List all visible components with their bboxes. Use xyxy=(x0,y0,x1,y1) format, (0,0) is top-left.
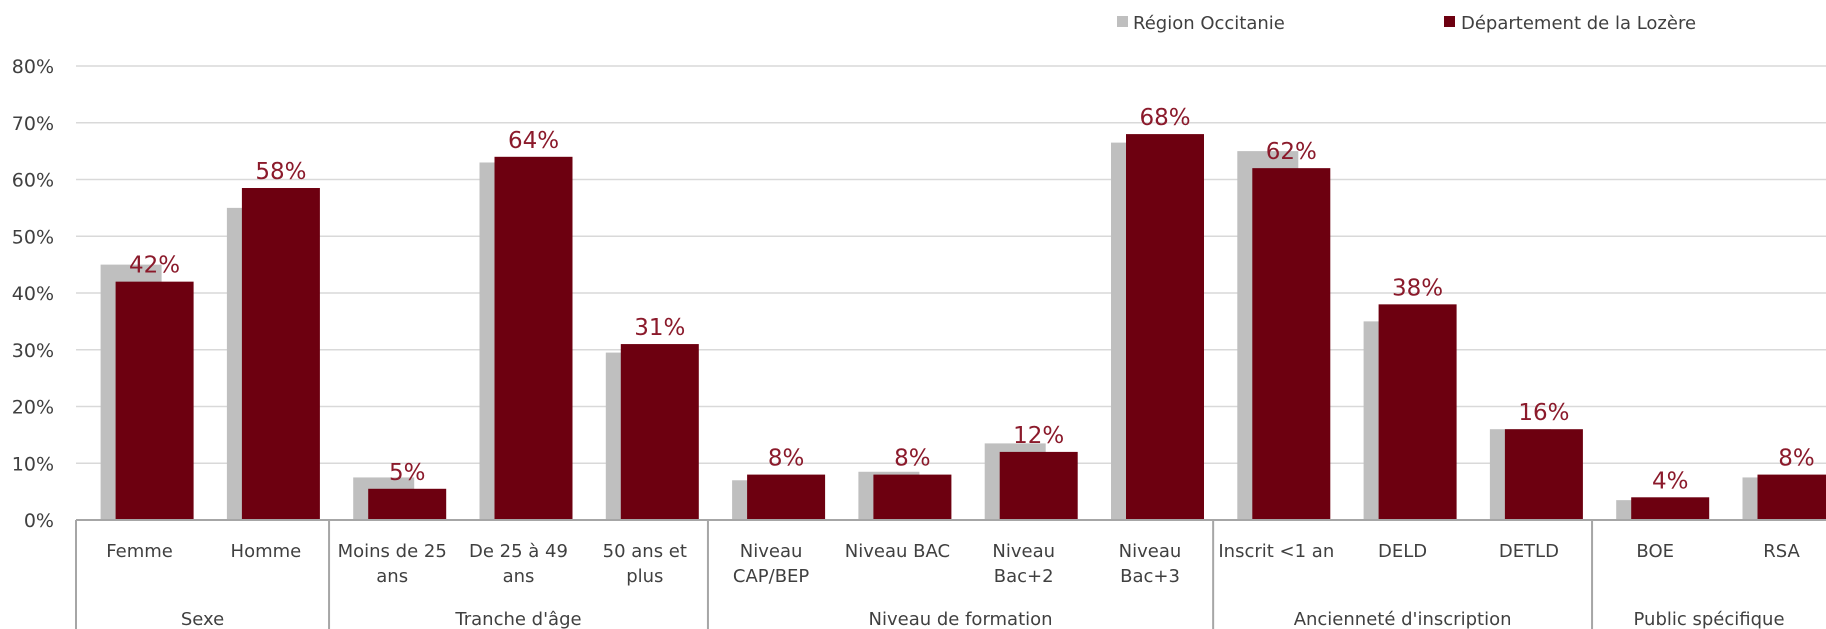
category-label: Niveau CAP/BEP xyxy=(733,541,810,587)
legend: Région Occitanie Département de la Lozèr… xyxy=(1117,13,1696,34)
bar-departement xyxy=(368,488,447,520)
category-label: Niveau Bac+2 xyxy=(992,541,1055,587)
bar-departement xyxy=(1757,474,1826,520)
y-tick-label: 10% xyxy=(12,453,54,475)
group-label: Tranche d'âge xyxy=(454,609,581,629)
category-label: Homme xyxy=(231,541,302,562)
data-label: 8% xyxy=(1778,446,1815,472)
bar-departement xyxy=(1126,134,1204,520)
bar-departement xyxy=(1378,304,1457,520)
data-label: 58% xyxy=(255,159,306,185)
x-axis: Femme Homme Moins de 25 ans De 25 à 49 ans 50 … xyxy=(75,519,1826,629)
gridlines: 0% 10% 20% 30% 40% 50% 60% 70% 80% xyxy=(12,56,1826,532)
bar-departement xyxy=(1504,429,1583,520)
y-tick-label: 20% xyxy=(12,397,54,419)
data-labels: 42% 58% 5% 64% 31% 8% 8% 12% 68% 62% 38% 16% 4% 8% xyxy=(129,105,1815,494)
legend-swatch-departement xyxy=(1444,16,1455,27)
data-label: 68% xyxy=(1139,105,1190,131)
category-label: De 25 à 49 ans xyxy=(469,541,568,587)
bar-departement xyxy=(747,474,826,520)
bar-departement xyxy=(999,451,1078,520)
bar-departement xyxy=(873,474,952,520)
category-label: 50 ans et plus xyxy=(603,541,687,587)
bar-departement xyxy=(1252,168,1331,520)
y-tick-label: 40% xyxy=(12,283,54,305)
y-tick-label: 30% xyxy=(12,340,54,362)
data-label: 31% xyxy=(634,315,685,341)
legend-label-departement: Département de la Lozère xyxy=(1461,13,1696,34)
data-label: 8% xyxy=(768,446,805,472)
bars xyxy=(100,134,1826,521)
data-label: 4% xyxy=(1652,468,1689,494)
category-label: Moins de 25 ans xyxy=(338,541,447,587)
bar-departement xyxy=(620,344,699,520)
category-label: Inscrit <1 an xyxy=(1218,541,1334,562)
category-label: BOE xyxy=(1636,541,1674,562)
category-label: Niveau Bac+3 xyxy=(1119,541,1182,587)
data-label: 5% xyxy=(389,460,426,486)
legend-label-region: Région Occitanie xyxy=(1133,13,1285,34)
y-tick-label: 0% xyxy=(24,510,54,532)
bar-departement xyxy=(1631,497,1710,520)
category-label: DELD xyxy=(1378,541,1427,562)
y-tick-label: 80% xyxy=(12,56,54,78)
y-tick-label: 70% xyxy=(12,113,54,135)
bar-departement xyxy=(494,156,573,521)
bar-departement xyxy=(115,281,194,520)
data-label: 16% xyxy=(1518,400,1569,426)
group-label: Ancienneté d'inscription xyxy=(1294,609,1512,629)
data-label: 42% xyxy=(129,253,180,279)
group-label: Public spécifique xyxy=(1634,609,1785,629)
category-label: RSA xyxy=(1763,541,1800,562)
legend-swatch-region xyxy=(1117,16,1128,27)
category-label: Niveau BAC xyxy=(845,541,950,562)
bar-departement xyxy=(241,188,320,520)
data-label: 8% xyxy=(894,446,931,472)
data-label: 64% xyxy=(508,128,559,154)
data-label: 12% xyxy=(1013,423,1064,449)
group-label: Sexe xyxy=(181,609,224,629)
y-tick-label: 60% xyxy=(12,170,54,192)
data-label: 38% xyxy=(1392,275,1443,301)
category-label: Femme xyxy=(106,541,173,562)
group-label: Niveau de formation xyxy=(869,609,1053,629)
data-label: 62% xyxy=(1266,139,1317,165)
y-tick-label: 50% xyxy=(12,226,54,248)
category-label: DETLD xyxy=(1499,541,1559,562)
